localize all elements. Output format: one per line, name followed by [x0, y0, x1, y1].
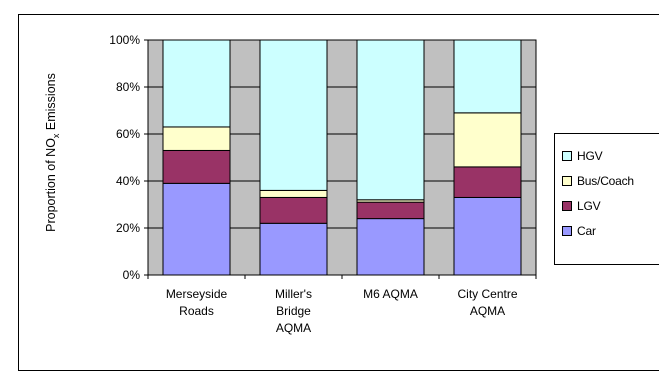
legend-item: HGV: [562, 146, 603, 166]
x-category-label: City Centre AQMA: [457, 287, 517, 318]
y-axis-title: Proportion of NOx Emissions: [44, 73, 61, 232]
bar-segment-hgv: [453, 39, 522, 114]
legend-swatch: [562, 151, 572, 161]
bar-segment-lgv: [453, 166, 522, 198]
bar-segment-bus-coach: [162, 126, 231, 151]
y-tick-label: 40%: [116, 174, 140, 188]
legend-label: HGV: [577, 149, 603, 163]
x-category-label: M6 AQMA: [363, 287, 418, 301]
x-category-label: Miller's Bridge AQMA: [275, 287, 312, 335]
bar-segment-lgv: [259, 196, 328, 224]
bar-segment-lgv: [356, 201, 425, 220]
legend-item: Bus/Coach: [562, 171, 634, 191]
bar-segment-hgv: [356, 39, 425, 201]
legend-item: Car: [562, 221, 596, 241]
bar-segment-car: [356, 218, 425, 276]
bar-segment-bus-coach: [259, 189, 328, 198]
y-tick-label: 60%: [116, 127, 140, 141]
bar-segment-car: [162, 182, 231, 276]
bar-segment-car: [453, 196, 522, 276]
y-tick-label: 20%: [116, 221, 140, 235]
stacked-bar-chart: 0% 20% 40% 60% 80% 100% Merseyside Roads Miller'…: [44, 33, 537, 335]
chart-legend: HGV Bus/Coach LGV Car: [554, 133, 659, 265]
legend-swatch: [562, 176, 572, 186]
legend-label: LGV: [577, 199, 601, 213]
y-tick-label: 80%: [116, 80, 140, 94]
legend-label: Bus/Coach: [577, 174, 634, 188]
bar-segment-hgv: [162, 39, 231, 128]
legend-label: Car: [577, 224, 596, 238]
bar-segment-bus-coach: [453, 112, 522, 168]
bar-segment-hgv: [259, 39, 328, 191]
bar-segment-car: [259, 222, 328, 276]
legend-swatch: [562, 226, 572, 236]
bar-segment-lgv: [162, 149, 231, 184]
y-tick-label: 100%: [109, 33, 140, 47]
chart-frame: 0% 20% 40% 60% 80% 100% Merseyside Roads Miller'…: [18, 14, 659, 371]
legend-swatch: [562, 201, 572, 211]
legend-item: LGV: [562, 196, 601, 216]
y-tick-label: 0%: [123, 268, 141, 282]
x-category-label: Merseyside Roads: [166, 287, 228, 318]
